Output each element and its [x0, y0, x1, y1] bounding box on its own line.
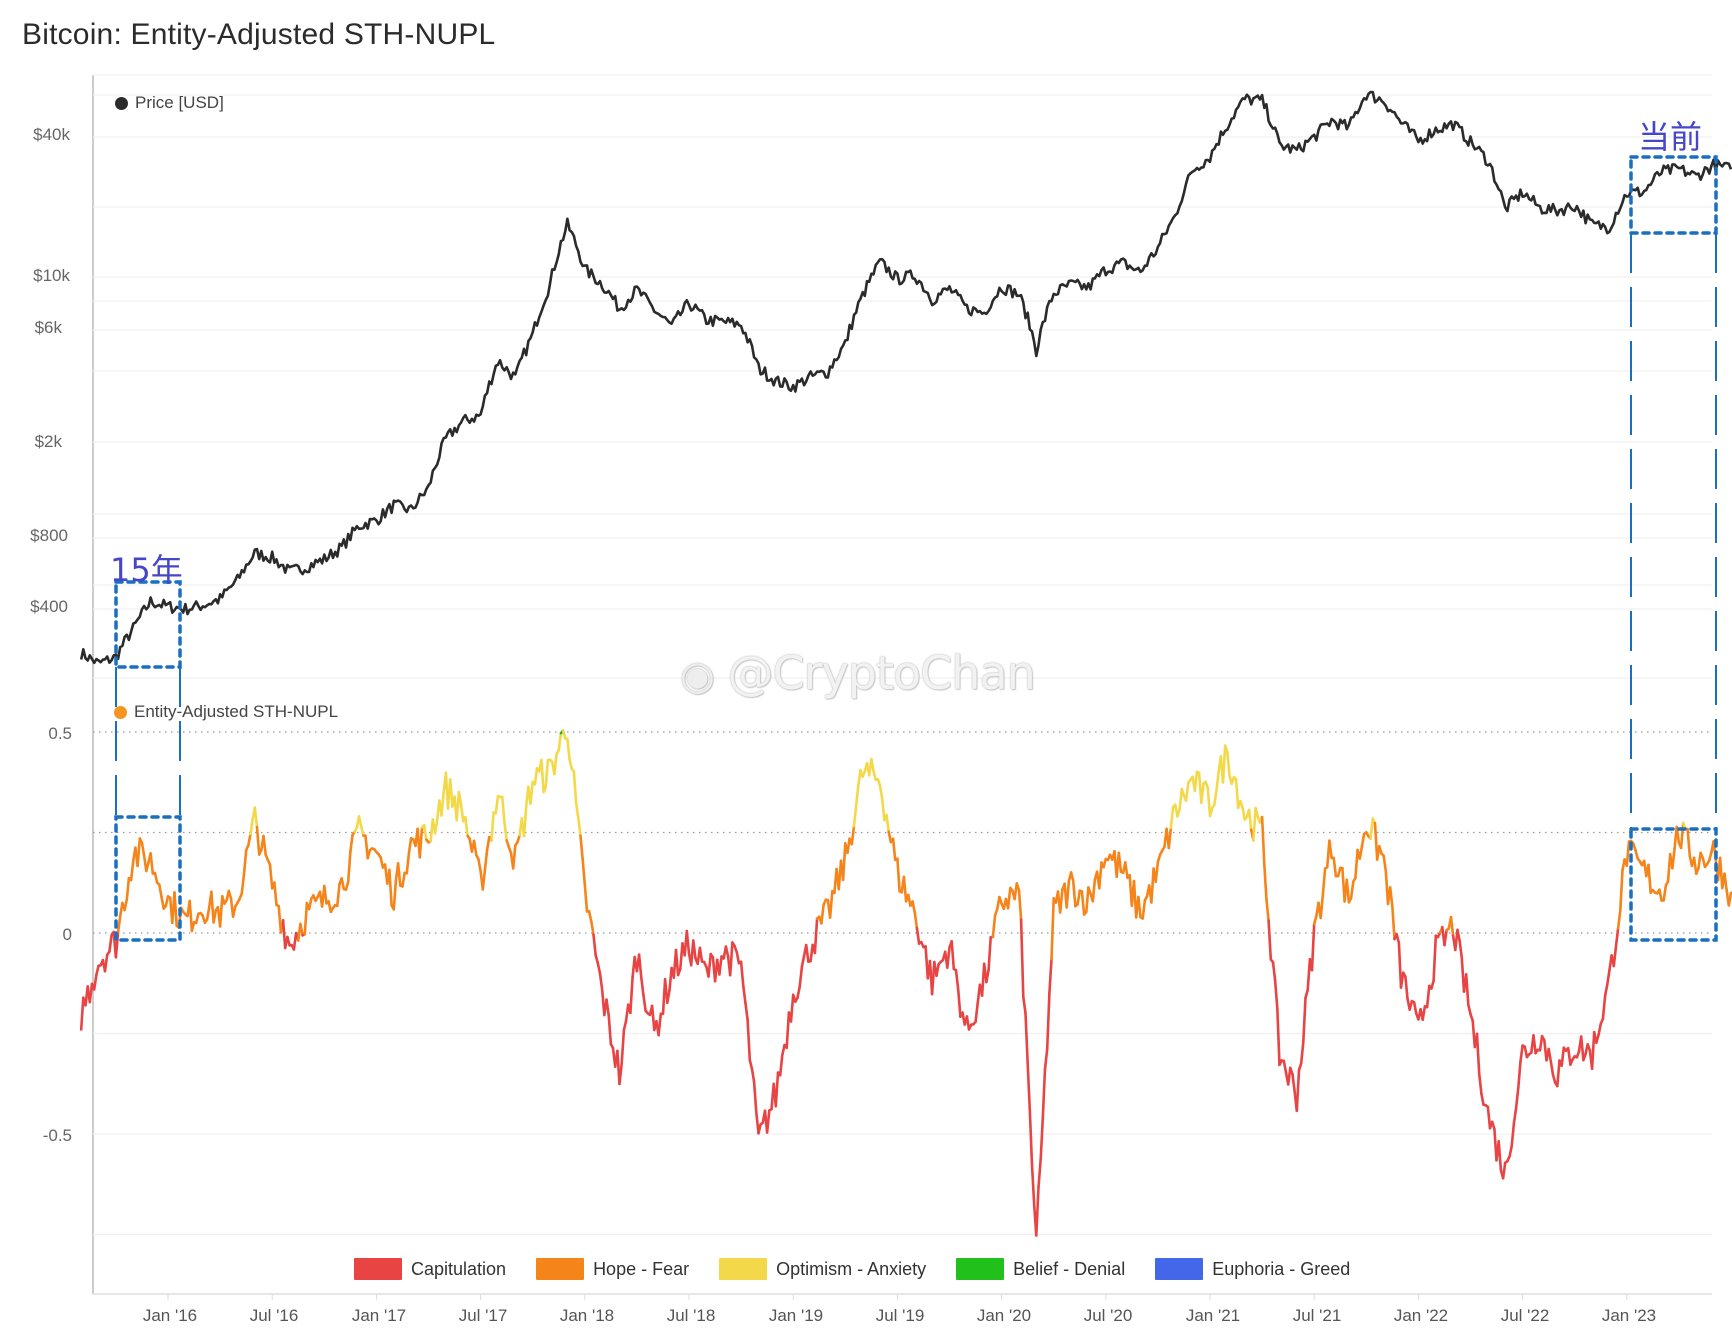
x-tick-label: Jan '23 — [1601, 1306, 1657, 1325]
nupl-y-tick-0: 0 — [62, 925, 72, 944]
nupl-legend-label: Entity-Adjusted STH-NUPL — [134, 702, 339, 721]
x-tick-label: Jan '17 — [351, 1306, 407, 1325]
nupl-legend-dot-icon — [114, 705, 127, 719]
x-tick-label: Jul '20 — [1083, 1306, 1133, 1325]
chart-title: Bitcoin: Entity-Adjusted STH-NUPL — [22, 18, 496, 51]
x-tick-label: Jul '18 — [666, 1306, 716, 1325]
x-tick-label: Jan '22 — [1393, 1306, 1449, 1325]
price-line — [79, 90, 1732, 665]
x-tick-label: Jul '17 — [458, 1306, 508, 1325]
hope-fear-swatch-icon — [536, 1258, 585, 1280]
price-y-tick-800: $800 — [30, 526, 68, 545]
price-y-tick-6k: $6k — [34, 318, 62, 337]
annotation-guides — [115, 233, 1717, 829]
x-tick-label: Jul '16 — [249, 1306, 299, 1325]
price-y-tick-400: $400 — [30, 597, 68, 616]
annotation-label-2015: 15年 — [110, 551, 183, 589]
belief-denial-swatch-icon — [956, 1258, 1005, 1280]
price-legend-label: Price [USD] — [135, 93, 224, 112]
capitulation-swatch-icon — [354, 1258, 402, 1280]
x-tick-label: Jul '22 — [1500, 1306, 1550, 1325]
euphoria-greed-swatch-icon — [1155, 1258, 1204, 1280]
legend-label: Belief - Denial — [1013, 1258, 1126, 1279]
optimism-anxiety-swatch-icon — [719, 1258, 768, 1280]
zone-legend: Capitulation Hope - Fear Optimism - Anxi… — [354, 1258, 1380, 1280]
legend-label: Optimism - Anxiety — [776, 1258, 927, 1279]
legend-item-belief-denial[interactable]: Belief - Denial — [956, 1258, 1125, 1280]
nupl-y-tick-0.5: 0.5 — [48, 724, 72, 743]
gridlines — [92, 74, 1712, 1300]
watermark-text: @CryptoChan — [727, 646, 1036, 700]
annotation-label-current: 当前 — [1638, 118, 1703, 156]
legend-label: Hope - Fear — [593, 1258, 690, 1279]
price-y-tick-2k: $2k — [34, 432, 62, 451]
x-tick-label: Jan '19 — [768, 1306, 824, 1325]
x-tick-label: Jan '16 — [142, 1306, 198, 1325]
x-tick-label: Jul '21 — [1292, 1306, 1342, 1325]
watermark: ◉ @CryptoChan — [680, 646, 1036, 700]
price-legend-dot-icon — [115, 96, 128, 110]
legend-item-hope-fear[interactable]: Hope - Fear — [536, 1258, 689, 1280]
legend-item-euphoria-greed[interactable]: Euphoria - Greed — [1155, 1258, 1350, 1280]
nupl-y-tick-neg0.5: -0.5 — [42, 1126, 72, 1145]
x-tick-label: Jul '19 — [875, 1306, 925, 1325]
price-y-tick-40k: $40k — [33, 125, 70, 144]
legend-item-capitulation[interactable]: Capitulation — [354, 1258, 506, 1280]
x-tick-label: Jan '18 — [559, 1306, 615, 1325]
price-y-tick-10k: $10k — [33, 266, 70, 285]
annotation-boxes — [114, 155, 1718, 942]
weibo-logo-icon: ◉ — [680, 653, 715, 699]
nupl-series-legend[interactable]: Entity-Adjusted STH-NUPL — [114, 702, 338, 722]
x-tick-label: Jan '21 — [1185, 1306, 1241, 1325]
nupl-line — [79, 729, 1732, 1237]
legend-item-optimism-anxiety[interactable]: Optimism - Anxiety — [719, 1258, 926, 1280]
price-series-legend[interactable]: Price [USD] — [115, 93, 224, 113]
x-tick-label: Jan '20 — [976, 1306, 1032, 1325]
legend-label: Euphoria - Greed — [1212, 1258, 1351, 1279]
legend-label: Capitulation — [411, 1258, 507, 1279]
